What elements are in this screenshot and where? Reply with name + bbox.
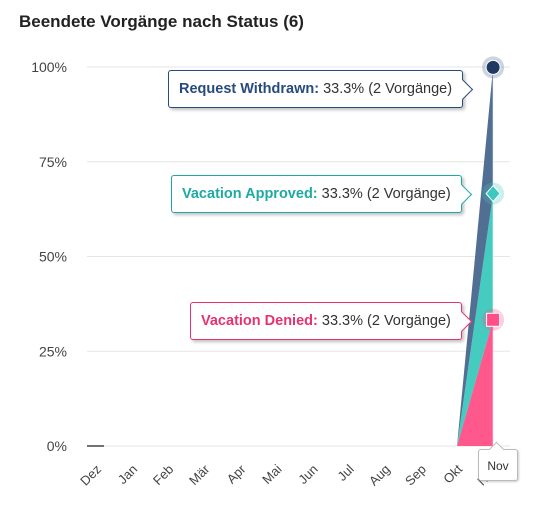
- x-axis-ticks: DezJanFebMärAprMaiJunJulAugSepOktNov: [77, 461, 501, 488]
- y-tick-label: 100%: [31, 59, 67, 75]
- x-tick-label: Jun: [295, 462, 320, 487]
- hover-category-tooltip: Nov: [478, 449, 518, 481]
- x-tick-label: Jul: [334, 461, 356, 483]
- x-tick-label: Jan: [115, 462, 140, 487]
- y-tick-label: 0%: [47, 438, 67, 454]
- tooltip-value: 33.3% (2 Vorgänge): [321, 186, 451, 202]
- x-tick-label: Sep: [402, 462, 429, 489]
- tooltip-label: Vacation Denied:: [201, 313, 318, 329]
- x-tick-label: Feb: [150, 462, 176, 488]
- marker-request-withdrawn[interactable]: [485, 59, 501, 75]
- gridlines: [87, 66, 510, 447]
- x-tick-label: Mär: [186, 461, 213, 488]
- marker-vacation-denied[interactable]: [486, 312, 501, 327]
- y-axis-ticks: 0% 25% 50% 75% 100%: [31, 59, 67, 454]
- tooltip-value: 33.3% (2 Vorgänge): [321, 313, 451, 329]
- tooltip-request-withdrawn: Request Withdrawn: 33.3% (2 Vorgänge): [168, 70, 474, 108]
- x-tick-label: Apr: [224, 461, 249, 486]
- tooltip-vacation-approved: Vacation Approved: 33.3% (2 Vorgänge): [171, 175, 472, 213]
- series-markers: [482, 56, 505, 446]
- series-areas: [87, 67, 494, 447]
- x-tick-label: Mai: [259, 461, 284, 486]
- y-tick-label: 75%: [39, 154, 67, 170]
- y-tick-label: 25%: [39, 343, 67, 359]
- marker-vacation-approved[interactable]: [485, 184, 501, 203]
- tooltip-label: Request Withdrawn:: [179, 81, 320, 97]
- x-tick-label: Dez: [77, 462, 104, 489]
- tooltip-value: 33.3% (2 Vorgänge): [323, 81, 453, 97]
- tooltip-vacation-denied: Vacation Denied: 33.3% (2 Vorgänge): [190, 302, 472, 340]
- chart-title: Beendete Vorgänge nach Status (6): [19, 12, 304, 31]
- x-tick-label: Okt: [440, 461, 465, 486]
- tooltip-label: Vacation Approved:: [182, 186, 318, 202]
- x-tick-label: Aug: [366, 462, 393, 489]
- y-tick-label: 50%: [39, 249, 67, 265]
